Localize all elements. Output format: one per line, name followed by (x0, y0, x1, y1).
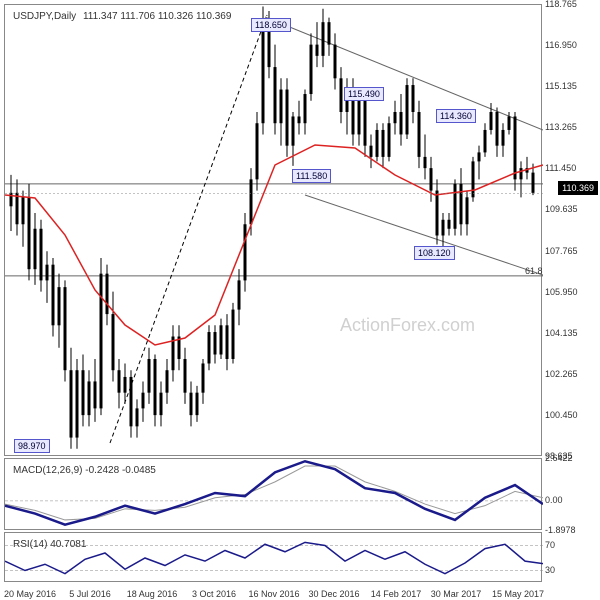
x-tick: 20 May 2016 (4, 589, 56, 599)
x-tick: 30 Mar 2017 (431, 589, 482, 599)
price-annotation: 114.360 (436, 109, 476, 123)
y-tick: 107.765 (545, 246, 578, 256)
price-annotation: 111.580 (292, 169, 331, 183)
rsi-chart: RSI(14) 40.7081 (4, 532, 542, 582)
rsi-label: RSI(14) 40.7081 (13, 539, 86, 550)
symbol-label: USDJPY,Daily (13, 11, 76, 22)
y-tick: 105.950 (545, 287, 578, 297)
x-tick: 14 Feb 2017 (371, 589, 422, 599)
ohlc-label: 111.347 111.706 110.326 110.369 (83, 11, 231, 22)
price-annotation: 118.650 (251, 18, 291, 32)
svg-text:61.8: 61.8 (525, 266, 543, 276)
y-tick: 104.135 (545, 328, 578, 338)
x-tick: 16 Nov 2016 (248, 589, 299, 599)
price-annotation: 98.970 (14, 439, 50, 453)
y-tick: 115.135 (545, 81, 577, 91)
y-tick: 118.765 (545, 0, 577, 9)
x-tick: 5 Jul 2016 (69, 589, 111, 599)
chart-header: USDJPY,Daily 111.347 111.706 110.326 110… (13, 11, 231, 22)
rsi-y-tick: 30 (545, 565, 555, 575)
x-tick: 3 Oct 2016 (192, 589, 236, 599)
macd-label: MACD(12,26,9) -0.2428 -0.0485 (13, 465, 156, 476)
y-tick: 109.635 (545, 204, 578, 214)
rsi-y-tick: 70 (545, 540, 555, 550)
y-tick: 100.450 (545, 410, 578, 420)
y-tick: 111.450 (545, 163, 576, 173)
current-price-badge: 110.369 (558, 181, 598, 195)
macd-y-tick: -1.8978 (545, 525, 576, 535)
macd-y-tick: 2.6422 (545, 453, 573, 463)
price-annotation: 115.490 (344, 87, 384, 101)
macd-chart: MACD(12,26,9) -0.2428 -0.0485 (4, 458, 542, 530)
macd-y-tick: 0.00 (545, 495, 563, 505)
main-price-chart: USDJPY,Daily 111.347 111.706 110.326 110… (4, 4, 542, 456)
x-tick: 30 Dec 2016 (308, 589, 359, 599)
main-chart-svg: 61.8 (5, 5, 543, 457)
price-annotation: 108.120 (414, 246, 455, 260)
y-tick: 116.950 (545, 40, 577, 50)
y-tick: 113.265 (545, 122, 577, 132)
x-tick: 15 May 2017 (492, 589, 544, 599)
y-tick: 102.265 (545, 369, 578, 379)
x-tick: 18 Aug 2016 (127, 589, 178, 599)
